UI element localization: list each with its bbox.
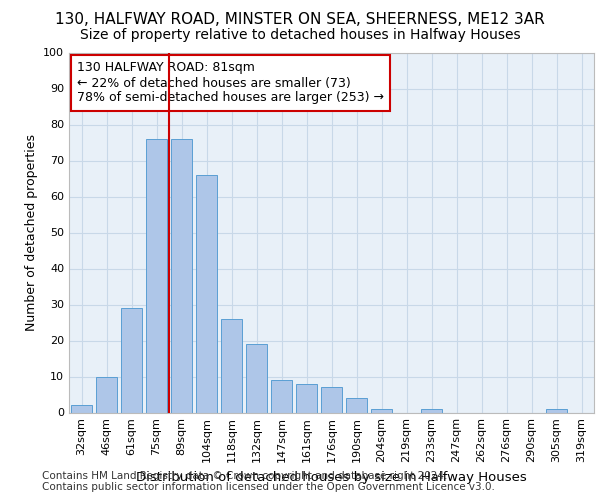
Bar (296, 384, 317, 412)
Bar (71, 406, 92, 412)
Text: Contains public sector information licensed under the Open Government Licence v3: Contains public sector information licen… (42, 482, 495, 492)
Bar (121, 308, 142, 412)
Bar (371, 409, 392, 412)
Text: 130, HALFWAY ROAD, MINSTER ON SEA, SHEERNESS, ME12 3AR: 130, HALFWAY ROAD, MINSTER ON SEA, SHEER… (55, 12, 545, 28)
Y-axis label: Number of detached properties: Number of detached properties (25, 134, 38, 331)
Bar (321, 388, 342, 412)
Bar (546, 409, 567, 412)
Bar (271, 380, 292, 412)
Bar (246, 344, 267, 412)
Bar (346, 398, 367, 412)
Bar (96, 376, 117, 412)
Bar (196, 175, 217, 412)
Bar (421, 409, 442, 412)
Text: 130 HALFWAY ROAD: 81sqm
← 22% of detached houses are smaller (73)
78% of semi-de: 130 HALFWAY ROAD: 81sqm ← 22% of detache… (77, 62, 384, 104)
Bar (221, 319, 242, 412)
Text: Contains HM Land Registry data © Crown copyright and database right 2024.: Contains HM Land Registry data © Crown c… (42, 471, 448, 481)
Text: Size of property relative to detached houses in Halfway Houses: Size of property relative to detached ho… (80, 28, 520, 42)
X-axis label: Distribution of detached houses by size in Halfway Houses: Distribution of detached houses by size … (136, 471, 527, 484)
Bar (146, 139, 167, 412)
Bar (171, 139, 192, 412)
